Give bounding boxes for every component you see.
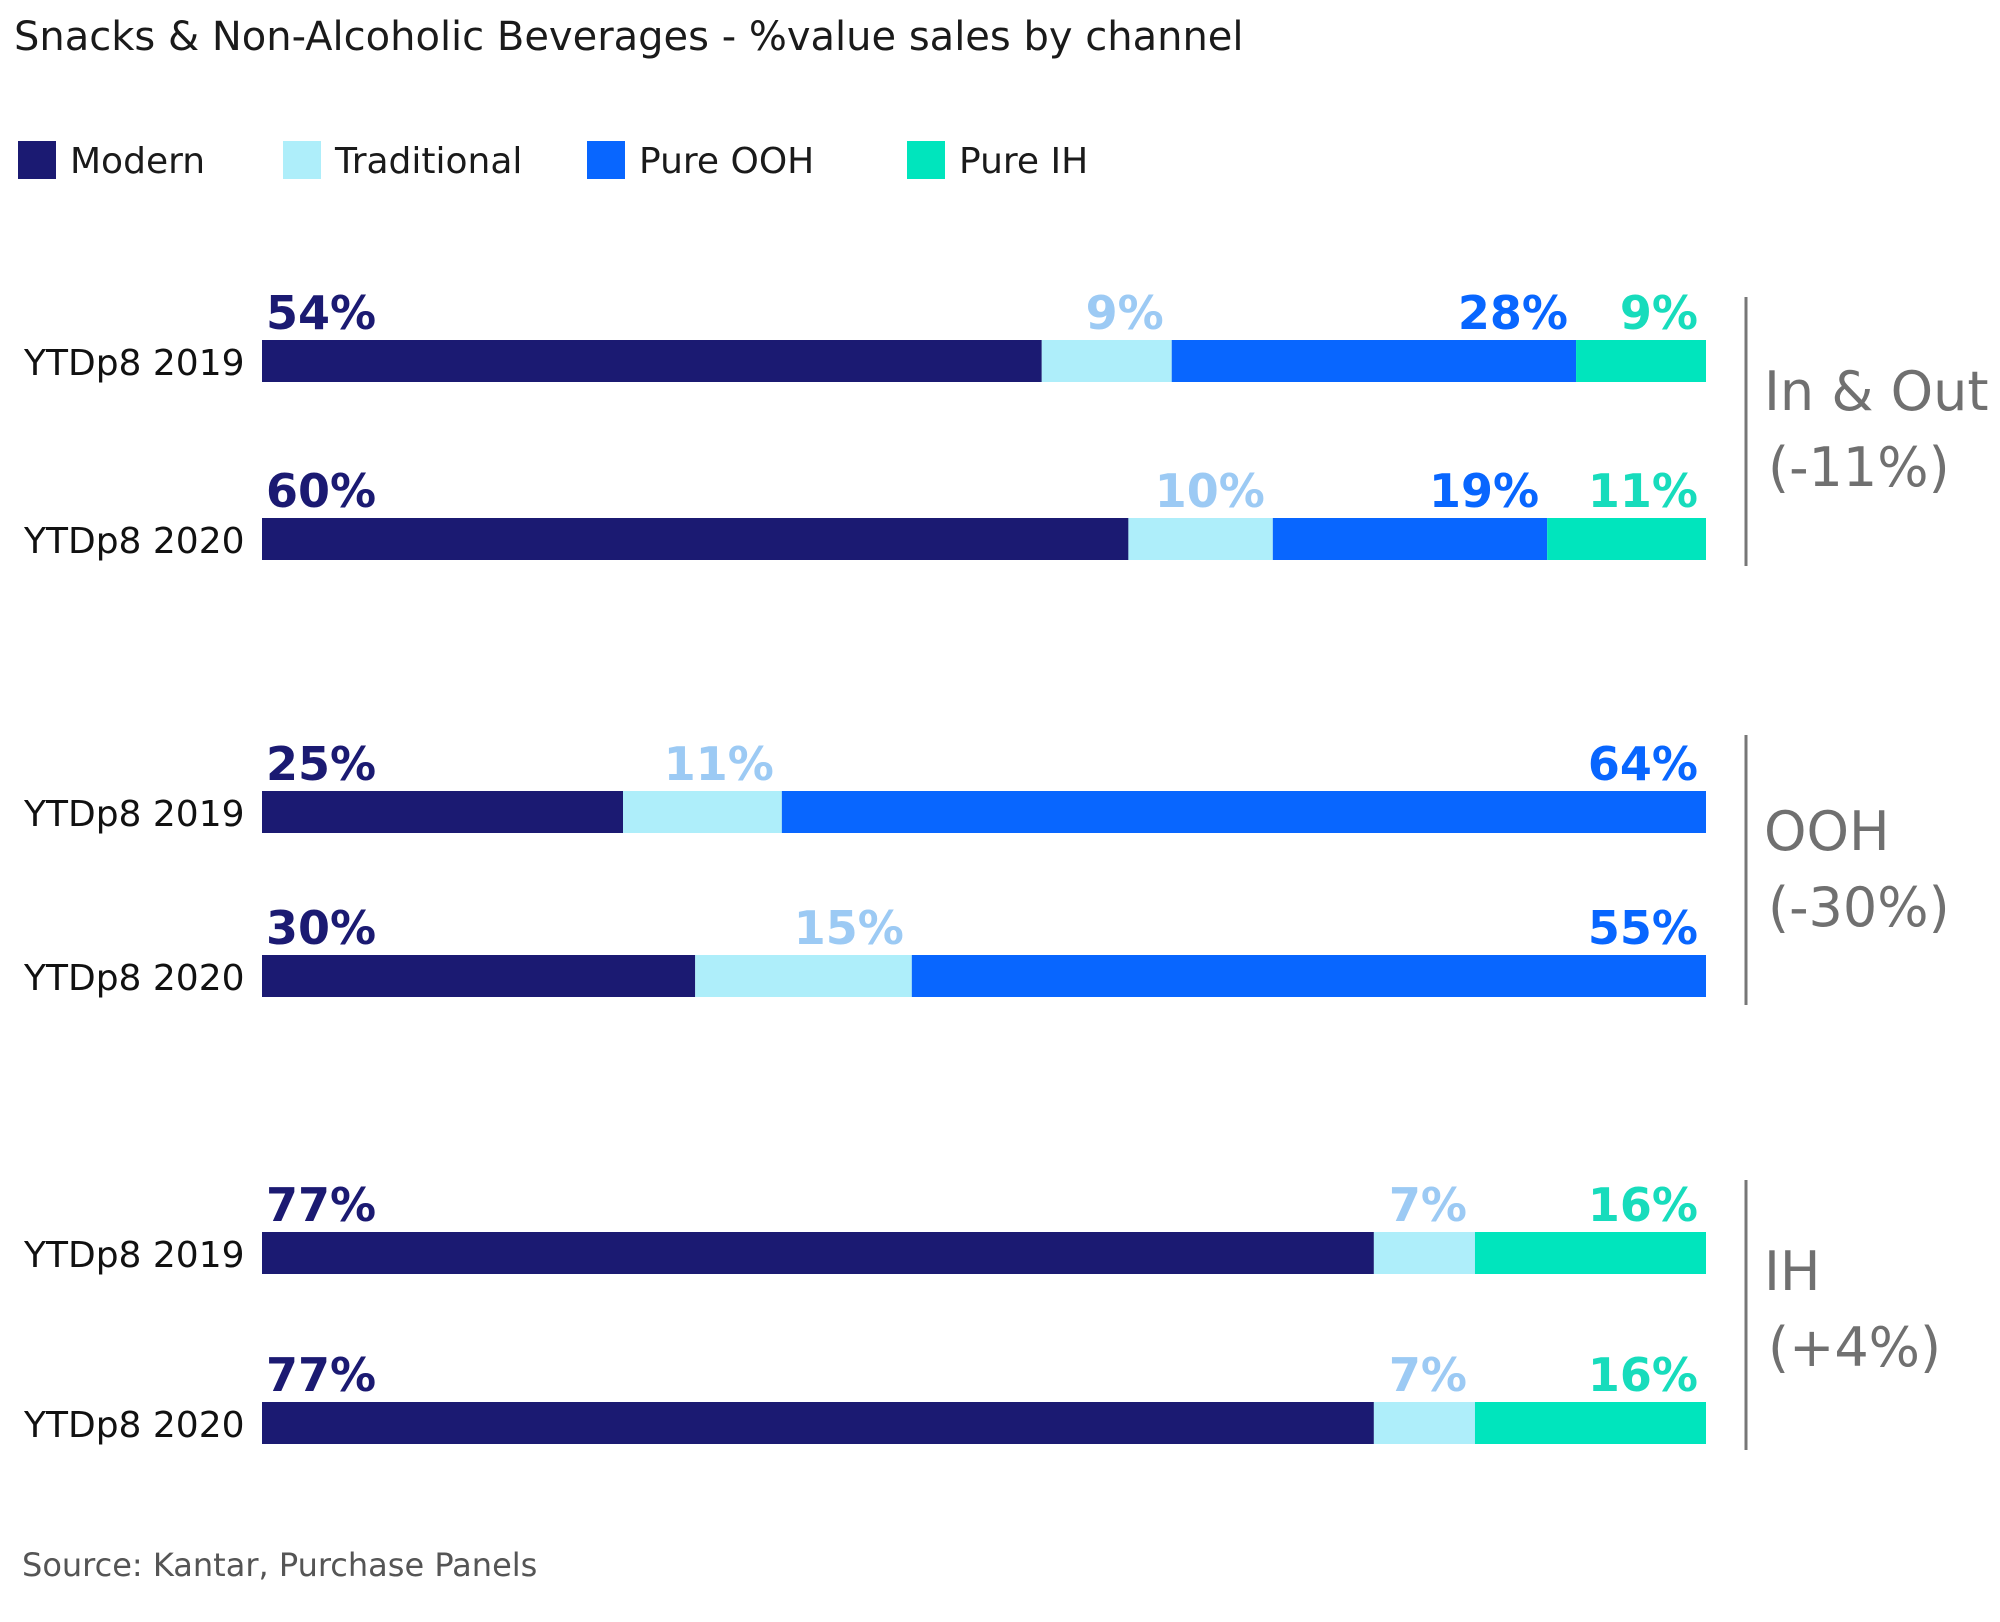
value-label-traditional: 7% — [1389, 1178, 1467, 1232]
bar-segment-traditional — [695, 955, 912, 997]
value-label-pure-ih: 16% — [1588, 1178, 1698, 1232]
bar-segment-modern — [262, 1232, 1374, 1274]
bar-segment-traditional — [1128, 518, 1273, 560]
value-label-modern: 25% — [266, 737, 376, 791]
value-label-modern: 60% — [266, 464, 376, 518]
bar-segment-modern — [262, 955, 696, 997]
value-label-pure-ooh: 55% — [1588, 901, 1698, 955]
bar-segment-modern — [262, 1402, 1374, 1444]
bar-segment-pure-ooh — [781, 791, 1706, 833]
value-label-traditional: 11% — [664, 737, 774, 791]
group-change-label: (-30%) — [1768, 876, 1950, 939]
legend-label-traditional: Traditional — [334, 141, 522, 182]
value-label-traditional: 15% — [794, 901, 904, 955]
row-label: YTDp8 2019 — [23, 343, 245, 384]
source-note: Source: Kantar, Purchase Panels — [22, 1546, 537, 1584]
legend-label-pure-ih: Pure IH — [959, 141, 1088, 182]
bar-segment-traditional — [1373, 1232, 1475, 1274]
value-label-pure-ih: 9% — [1620, 286, 1698, 340]
legend-label-pure-ooh: Pure OOH — [639, 141, 814, 182]
legend-label-modern: Modern — [70, 141, 205, 182]
bar-segment-pure-ooh — [911, 955, 1706, 997]
row-label: YTDp8 2020 — [23, 521, 245, 562]
group-label: In & Out — [1764, 360, 1989, 423]
bar-segment-pure-ih — [1576, 340, 1706, 382]
bar-segment-traditional — [1373, 1402, 1475, 1444]
value-label-modern: 30% — [266, 901, 376, 955]
legend-swatch-pure-ooh — [587, 141, 625, 179]
group-change-label: (-11%) — [1768, 436, 1950, 499]
value-label-pure-ih: 16% — [1588, 1348, 1698, 1402]
value-label-modern: 77% — [266, 1178, 376, 1232]
row-label: YTDp8 2020 — [23, 1405, 245, 1446]
row-label: YTDp8 2020 — [23, 958, 245, 999]
chart-title: Snacks & Non-Alcoholic Beverages - %valu… — [14, 14, 1244, 60]
bar-segment-pure-ih — [1474, 1402, 1706, 1444]
value-label-modern: 77% — [266, 1348, 376, 1402]
value-label-pure-ooh: 28% — [1458, 286, 1568, 340]
legend-swatch-modern — [18, 141, 56, 179]
value-label-pure-ooh: 64% — [1588, 737, 1698, 791]
row-label: YTDp8 2019 — [23, 1235, 245, 1276]
bar-segment-traditional — [1041, 340, 1172, 382]
value-label-traditional: 7% — [1389, 1348, 1467, 1402]
bar-segment-pure-ooh — [1272, 518, 1548, 560]
group-change-label: (+4%) — [1768, 1316, 1941, 1379]
bar-segment-modern — [262, 340, 1042, 382]
bar-segment-pure-ih — [1474, 1232, 1706, 1274]
value-label-traditional: 9% — [1086, 286, 1164, 340]
legend: Modern Traditional Pure OOH Pure IH — [18, 141, 1088, 182]
bar-segment-traditional — [623, 791, 782, 833]
bar-segment-modern — [262, 518, 1129, 560]
plot-area: YTDp8 2019 54% 9% 28% 9% YTDp8 2020 60% 10% 19% 1… — [23, 286, 1706, 1446]
value-label-pure-ooh: 19% — [1429, 464, 1539, 518]
value-label-traditional: 10% — [1155, 464, 1265, 518]
row-label: YTDp8 2019 — [23, 794, 245, 835]
legend-swatch-pure-ih — [907, 141, 945, 179]
bar-segment-modern — [262, 791, 623, 833]
value-label-pure-ih: 11% — [1588, 464, 1698, 518]
bar-segment-pure-ooh — [1171, 340, 1577, 382]
bar-segment-pure-ih — [1547, 518, 1706, 560]
value-label-modern: 54% — [266, 286, 376, 340]
group-label: OOH — [1764, 800, 1890, 863]
group-brackets: In & Out (-11%) OOH (-30%) IH (+4%) — [1744, 297, 1989, 1450]
group-label: IH — [1764, 1240, 1821, 1303]
legend-swatch-traditional — [283, 141, 321, 179]
